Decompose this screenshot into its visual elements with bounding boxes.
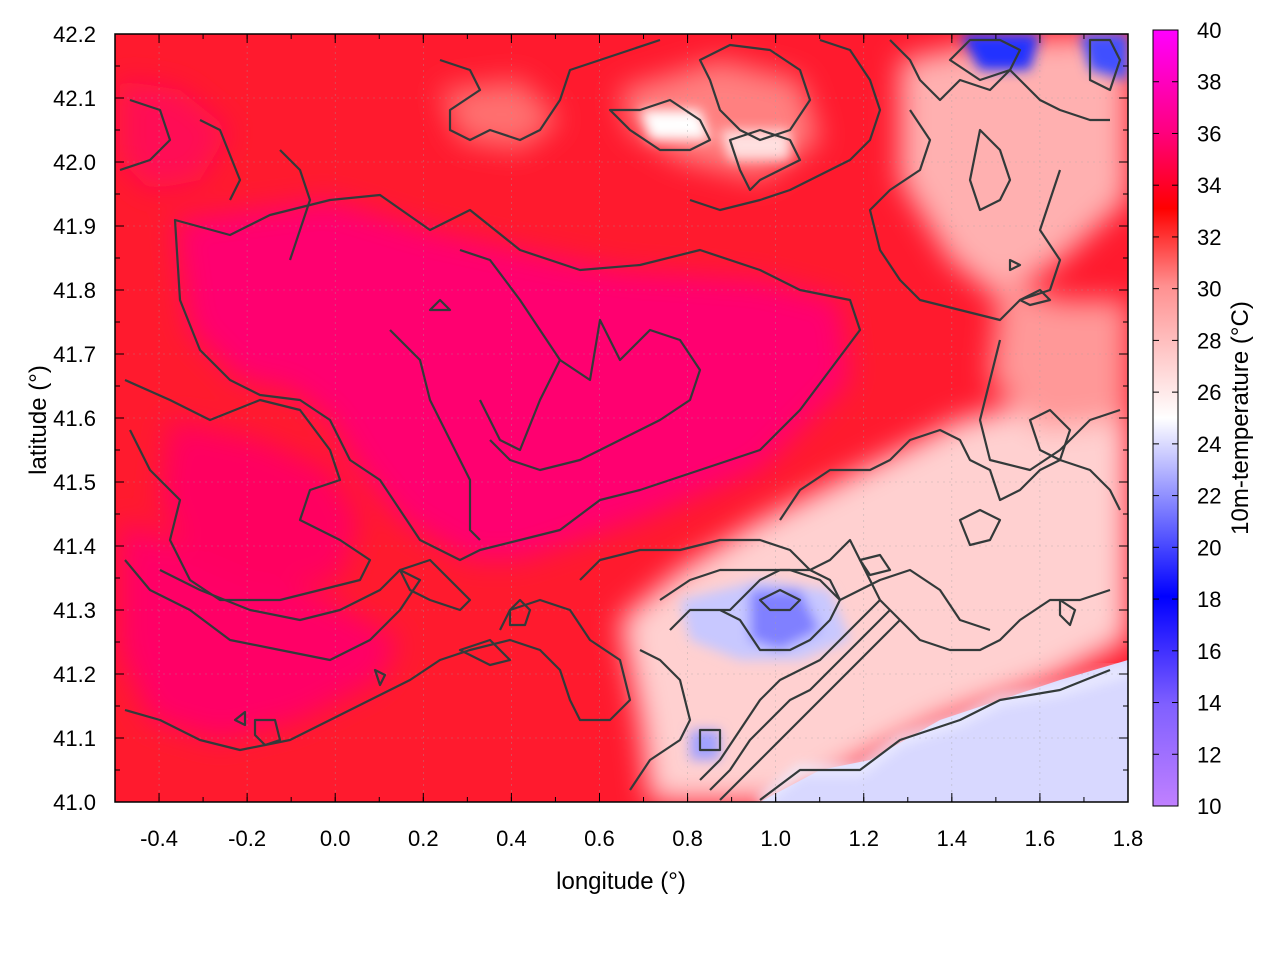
- contour-line: [629, 599, 881, 791]
- colorbar-tick-label: 32: [1197, 225, 1221, 250]
- contour-line: [233, 710, 247, 727]
- y-tick-label: 41.4: [53, 534, 96, 559]
- colorbar-tick-label: 20: [1197, 535, 1221, 560]
- colorbar-tick-label: 30: [1197, 277, 1221, 302]
- contour-lines: [119, 38, 1122, 801]
- contour-line: [728, 128, 802, 192]
- y-tick-label: 41.1: [53, 726, 96, 751]
- contour-line: [119, 98, 312, 261]
- x-tick-label: 1.8: [1113, 826, 1144, 851]
- contour-line: [508, 598, 532, 627]
- contour-line: [868, 109, 1062, 322]
- x-tick-label: 0.0: [320, 826, 351, 851]
- x-tick-label: -0.2: [228, 826, 266, 851]
- x-tick-label: 1.2: [848, 826, 879, 851]
- contour-line: [398, 558, 472, 612]
- colorbar-tick-label: 22: [1197, 484, 1221, 509]
- x-axis-title: longitude (°): [556, 868, 686, 895]
- x-tick-label: -0.4: [140, 826, 178, 851]
- colorbar-tick-label: 10: [1197, 794, 1221, 819]
- contour-line: [968, 128, 1012, 212]
- contour-line: [124, 559, 422, 662]
- contour-line: [719, 619, 901, 801]
- y-tick-label: 41.6: [53, 406, 96, 431]
- x-tick-label: 1.4: [937, 826, 968, 851]
- x-tick-label: 0.2: [408, 826, 439, 851]
- colorbar-tick-label: 14: [1197, 691, 1221, 716]
- y-tick-label: 42.1: [53, 86, 96, 111]
- contour-line: [439, 38, 661, 142]
- colorbar-tick-label: 18: [1197, 587, 1221, 612]
- contour-line: [608, 98, 712, 152]
- colorbar-tick-label: 24: [1197, 432, 1221, 457]
- colorbar-tick-label: 36: [1197, 121, 1221, 146]
- colorbar-tick-label: 38: [1197, 70, 1221, 95]
- contour-line: [698, 728, 722, 752]
- contour-line: [858, 553, 892, 577]
- y-tick-label: 42.0: [53, 150, 96, 175]
- contour-line: [758, 588, 802, 612]
- x-tick-label: 0.6: [584, 826, 615, 851]
- y-tick-label: 41.8: [53, 278, 96, 303]
- contour-line: [1008, 258, 1052, 307]
- colorbar-tick-label: 34: [1197, 173, 1221, 198]
- colorbar-tick-label: 28: [1197, 328, 1221, 353]
- contour-line: [669, 568, 842, 652]
- contour-line: [779, 428, 1121, 521]
- contour-line: [759, 668, 1111, 801]
- y-tick-label: 41.2: [53, 662, 96, 687]
- colorbar-tick-label: 16: [1197, 639, 1221, 664]
- y-tick-label: 41.0: [53, 790, 96, 815]
- contour-line: [389, 318, 702, 541]
- contour-line: [978, 339, 1121, 472]
- contour-line: [709, 609, 891, 791]
- y-axis-title: latitude (°): [25, 365, 52, 475]
- y-tick-label: 41.7: [53, 342, 96, 367]
- contour-line: [173, 193, 862, 562]
- contour-line: [689, 38, 882, 212]
- y-tick-label: 42.2: [53, 22, 96, 47]
- y-tick-label: 41.3: [53, 598, 96, 623]
- x-tick-label: 0.4: [496, 826, 527, 851]
- y-tick-label: 41.9: [53, 214, 96, 239]
- x-tick-label: 1.6: [1025, 826, 1056, 851]
- contour-line: [1088, 38, 1122, 92]
- contour-line: [253, 718, 282, 747]
- field-cold-spots: [640, 34, 1128, 760]
- contour-line: [1058, 598, 1077, 627]
- x-tick-label: 1.0: [760, 826, 791, 851]
- colorbar-tick-label: 40: [1197, 18, 1221, 43]
- colorbar-tick-label: 26: [1197, 380, 1221, 405]
- colorbar-title: 10m-temperature (°C): [1227, 301, 1254, 535]
- contour-line: [458, 638, 512, 667]
- contour-line: [889, 39, 1110, 122]
- x-axis: -0.4 -0.2 0.0 0.2 0.4 0.6 0.8 1.0 1.2 1.4 1.6 1.8: [114, 34, 1144, 851]
- x-tick-label: 0.8: [672, 826, 703, 851]
- colorbar-tick-label: 12: [1197, 742, 1221, 767]
- colorbar: [1152, 29, 1179, 807]
- contour-line: [579, 538, 1111, 652]
- contour-line: [428, 248, 561, 361]
- contour-line: [1028, 408, 1072, 462]
- contour-line: [698, 43, 812, 142]
- y-tick-label: 41.5: [53, 470, 96, 495]
- contour-line: [373, 668, 387, 687]
- contour-line: [948, 38, 1022, 82]
- y-axis: 41.0 41.1 41.2 41.3 41.4 41.5 41.6 41.7 41.8 41.9…: [53, 22, 1128, 815]
- colorbar-axis: 10 12 14 16 18 20 22 24 26 28 30 32 34 36 38 40: [1153, 18, 1221, 819]
- contour-line: [124, 378, 372, 602]
- contour-line: [958, 508, 1002, 547]
